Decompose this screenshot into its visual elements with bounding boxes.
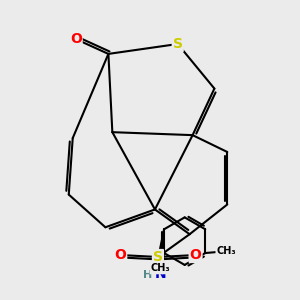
- Text: O: O: [114, 248, 126, 262]
- Text: S: S: [173, 37, 183, 51]
- Text: H: H: [143, 270, 152, 280]
- Text: N: N: [154, 267, 166, 281]
- Text: O: O: [70, 32, 82, 46]
- Text: O: O: [190, 248, 202, 262]
- Text: S: S: [153, 250, 163, 264]
- Text: CH₃: CH₃: [150, 263, 170, 274]
- Text: CH₃: CH₃: [216, 246, 236, 256]
